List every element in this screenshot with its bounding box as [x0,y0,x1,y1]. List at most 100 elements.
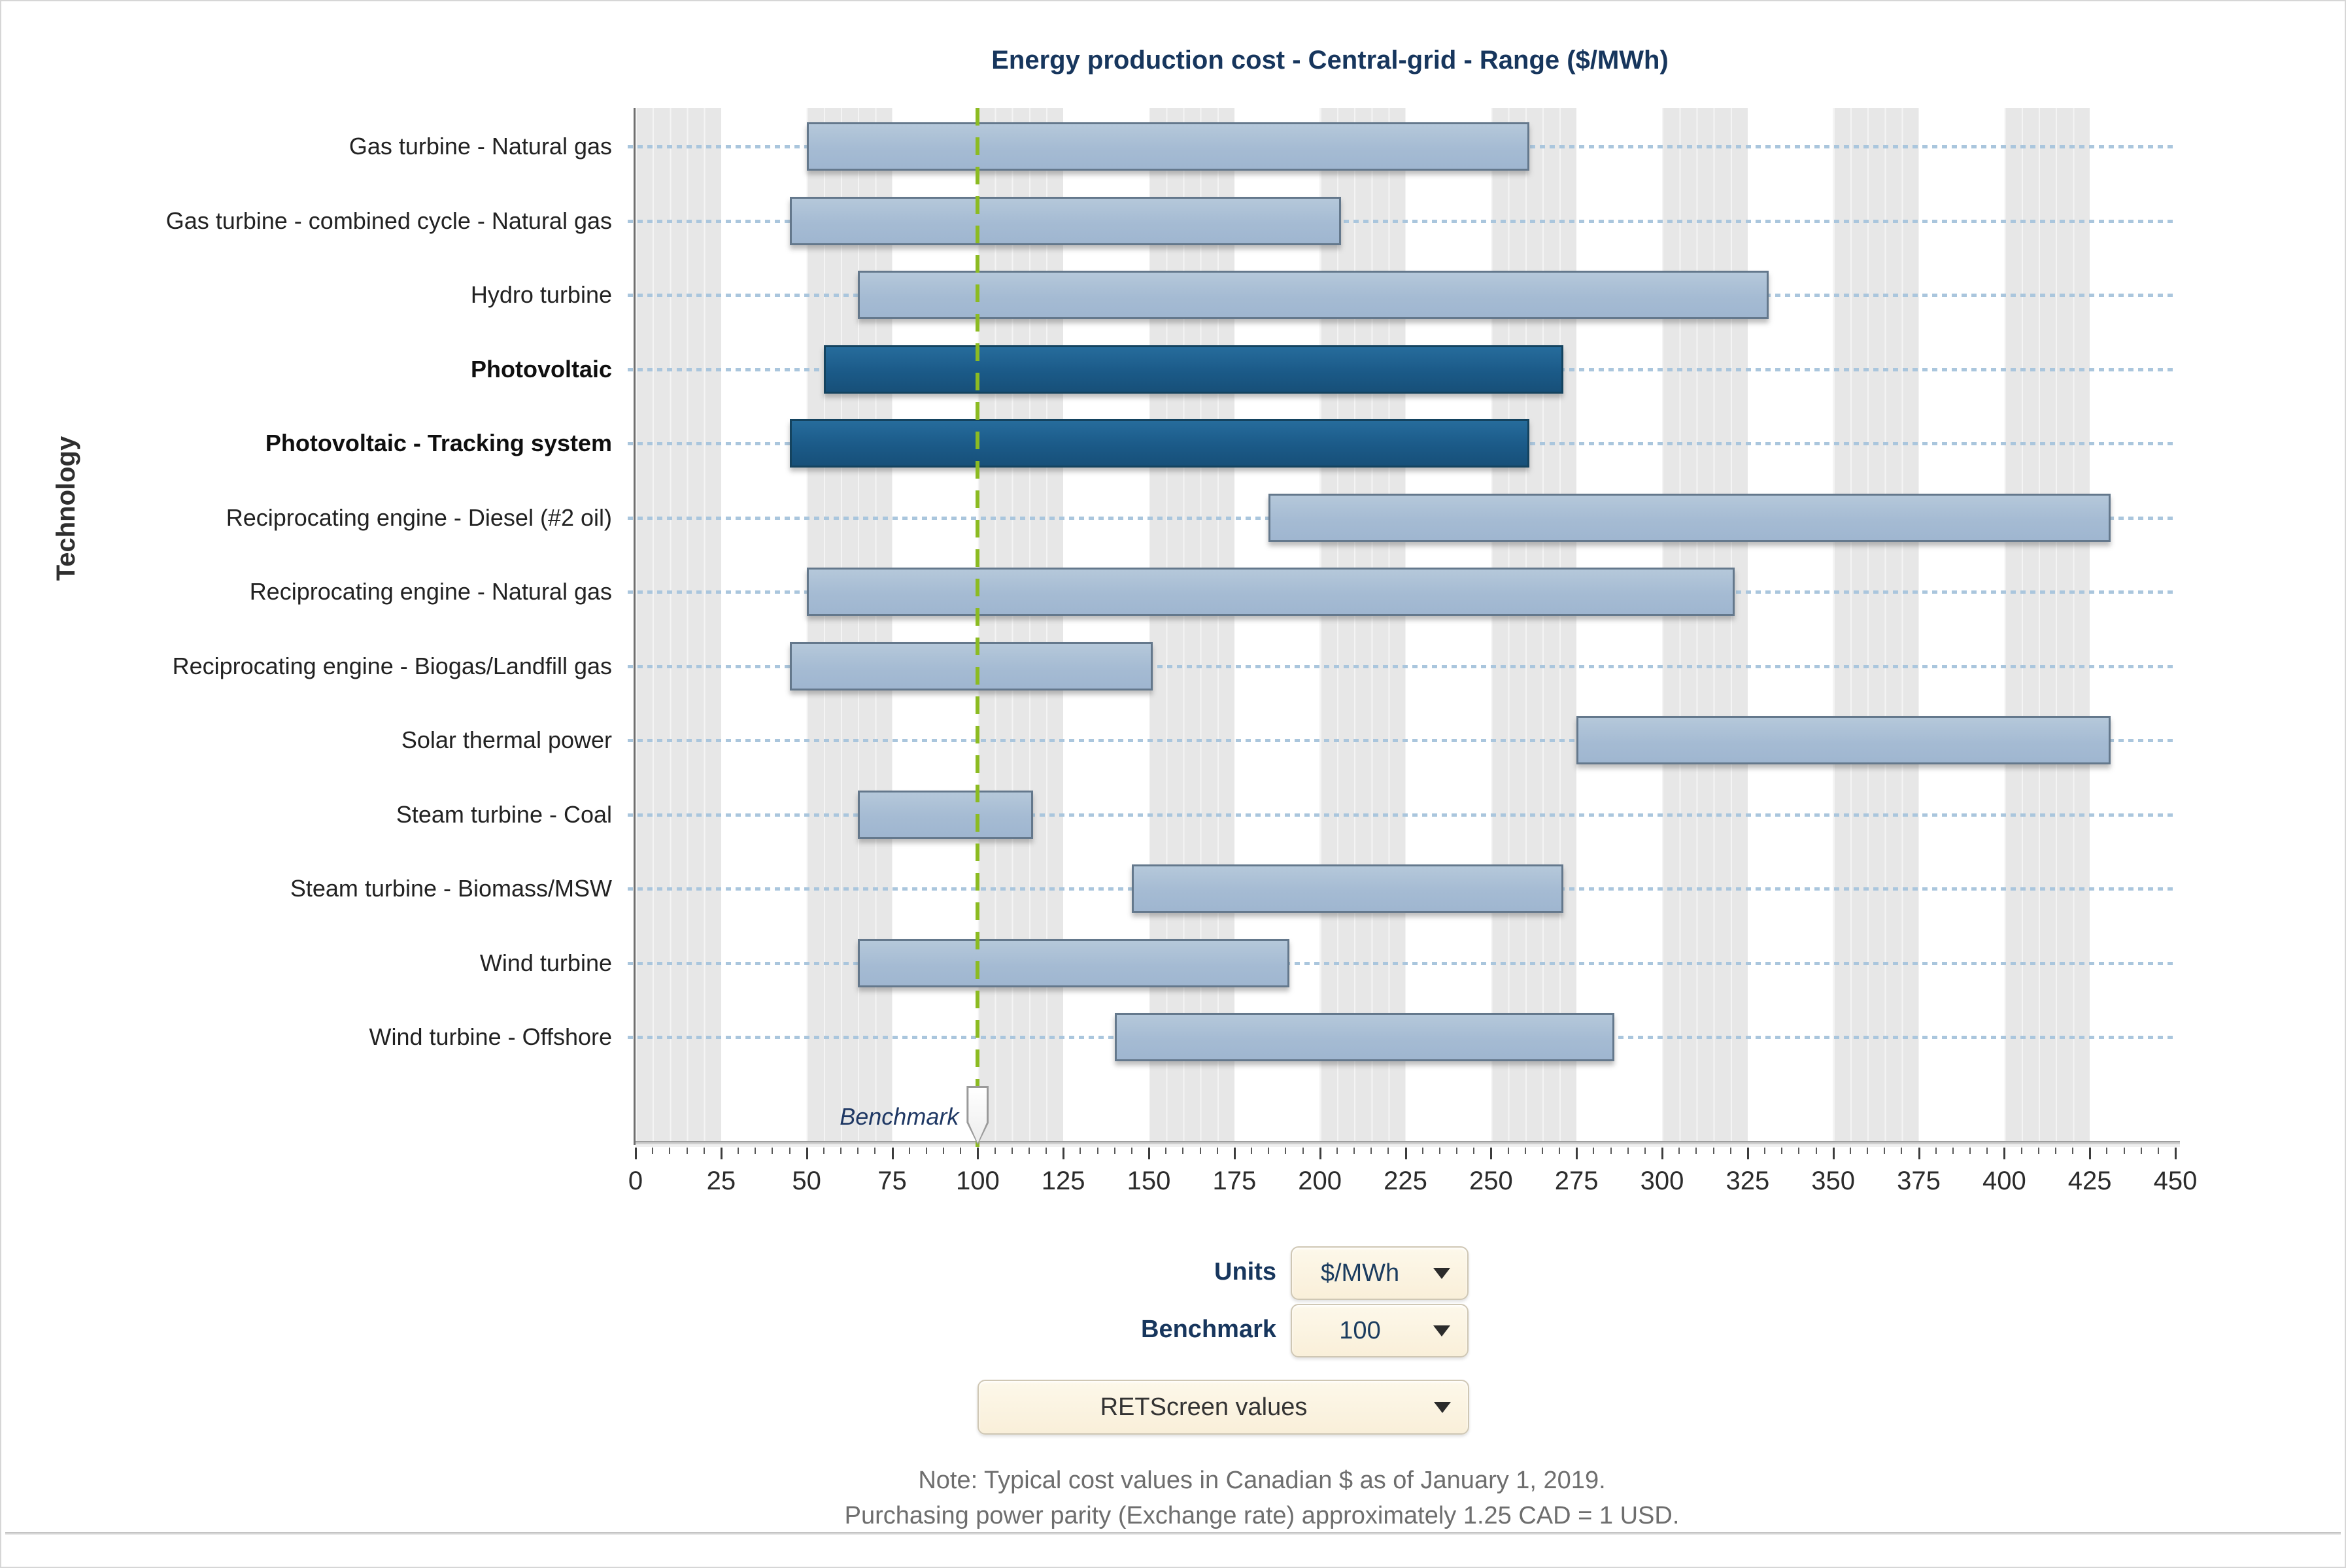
x-axis-minor-tick [1798,1148,1800,1154]
bottom-divider [5,1532,2341,1535]
x-axis-major-tick [1062,1148,1065,1159]
units-label: Units [1214,1258,1276,1286]
x-axis-major-tick [1661,1148,1663,1159]
category-label: Steam turbine - Coal [396,800,612,828]
plot-area [628,108,2175,1141]
category-label: Reciprocating engine - Biogas/Landfill g… [172,652,612,679]
x-axis-minor-tick [1524,1148,1526,1154]
x-axis-minor-tick [1935,1148,1937,1154]
x-axis-minor-tick [994,1148,996,1154]
range-bar [858,271,1769,319]
y-axis-line [634,108,636,1145]
category-label: Solar thermal power [401,726,612,753]
x-axis-minor-tick [1387,1148,1389,1154]
x-axis-major-tick [806,1148,808,1159]
x-axis-minor-tick [1627,1148,1629,1154]
x-axis-tick-label: 200 [1298,1167,1342,1195]
category-label: Gas turbine - combined cycle - Natural g… [165,207,612,234]
x-axis-minor-tick [1421,1148,1423,1154]
benchmark-dropdown[interactable]: 100 [1291,1304,1469,1357]
x-axis-major-tick [977,1148,979,1159]
x-axis-minor-tick [2037,1148,2039,1154]
x-axis-minor-tick [925,1148,927,1154]
range-bar [1268,493,2111,542]
x-axis-minor-tick [2123,1148,2125,1154]
category-label: Reciprocating engine - Diesel (#2 oil) [226,503,612,531]
x-axis-major-tick [635,1148,637,1159]
x-axis-minor-tick [1986,1148,1988,1154]
x-axis-minor-tick [1302,1148,1304,1154]
category-label: Photovoltaic - Tracking system [265,430,612,456]
category-label: Hydro turbine [470,281,612,308]
x-axis-minor-tick [1438,1148,1440,1154]
x-axis-minor-tick [1815,1148,1817,1154]
x-axis-minor-tick [1764,1148,1765,1154]
x-axis-minor-tick [943,1148,944,1154]
chart-title: Energy production cost - Central-grid - … [991,46,1669,75]
x-axis-minor-tick [1028,1148,1030,1154]
x-axis-minor-tick [1867,1148,1868,1154]
category-label: Steam turbine - Biomass/MSW [290,875,612,902]
x-axis-minor-tick [1729,1148,1731,1154]
x-axis-tick-label: 250 [1469,1167,1513,1195]
benchmark-slider-handle[interactable] [966,1086,989,1145]
x-axis-tick-label: 350 [1811,1167,1856,1195]
range-bar [1114,1013,1615,1061]
x-axis-minor-tick [1952,1148,1954,1154]
chevron-down-icon [1433,1325,1450,1337]
category-label: Reciprocating engine - Natural gas [249,578,612,605]
x-axis-major-tick [2003,1148,2006,1159]
x-axis-major-tick [1233,1148,1236,1159]
range-bar [806,122,1529,171]
range-bar [1131,864,1563,913]
category-label: Wind turbine - Offshore [369,1023,613,1050]
x-axis-major-tick [720,1148,722,1159]
x-axis-minor-tick [1901,1148,1903,1154]
x-axis-minor-tick [2140,1148,2142,1154]
x-axis-minor-tick [789,1148,790,1154]
x-axis-minor-tick [652,1148,654,1154]
benchmark-dropdown-value: 100 [1339,1316,1381,1344]
x-axis-minor-tick [1695,1148,1697,1154]
benchmark-line [976,108,980,1147]
row-leader-line [628,739,2175,742]
range-bar [789,196,1341,245]
x-axis-tick-label: 225 [1384,1167,1427,1195]
row-leader-line [628,961,2175,965]
x-axis-tick-label: 425 [2067,1167,2112,1195]
x-axis-minor-tick [1268,1148,1270,1154]
x-axis-minor-tick [1182,1148,1184,1154]
x-axis-minor-tick [1353,1148,1355,1154]
units-dropdown[interactable]: $/MWh [1291,1246,1469,1300]
x-axis-minor-tick [1199,1148,1201,1154]
x-axis-major-tick [1832,1148,1835,1159]
x-axis-minor-tick [1610,1148,1612,1154]
x-axis-minor-tick [772,1148,774,1154]
x-axis-minor-tick [1969,1148,1971,1154]
x-axis-minor-tick [686,1148,688,1154]
x-axis-tick-label: 150 [1127,1167,1171,1195]
x-axis-major-tick [1576,1148,1578,1159]
x-axis-minor-tick [1849,1148,1851,1154]
row-leader-line [628,219,2175,223]
x-axis-minor-tick [1644,1148,1646,1154]
x-axis-major-tick [1148,1148,1150,1159]
x-axis-minor-tick [1011,1148,1013,1154]
x-axis-minor-tick [1080,1148,1081,1154]
x-axis-minor-tick [1473,1148,1475,1154]
x-axis-minor-tick [755,1148,756,1154]
range-bar [806,568,1735,616]
x-axis-minor-tick [823,1148,824,1154]
category-label: Wind turbine [479,949,612,976]
x-axis-major-tick [1404,1148,1407,1159]
x-axis-tick-label: 450 [2153,1167,2198,1195]
x-axis-tick-label: 125 [1041,1167,1085,1195]
x-axis-major-tick [1746,1148,1749,1159]
x-axis-tick-label: 0 [628,1167,643,1195]
note-line-2: Purchasing power parity (Exchange rate) … [844,1502,1680,1529]
dataset-dropdown[interactable]: RETScreen values [978,1380,1469,1435]
x-axis-tick-label: 325 [1726,1167,1770,1195]
x-axis-tick-label: 100 [955,1167,1000,1195]
x-axis-minor-tick [1046,1148,1047,1154]
